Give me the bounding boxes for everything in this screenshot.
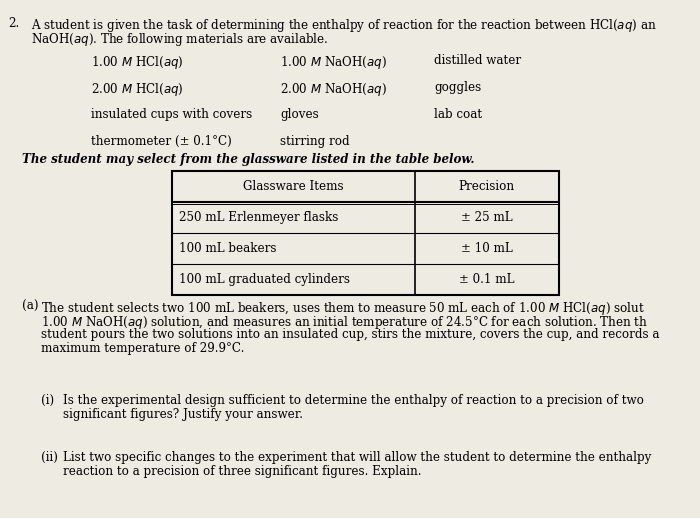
Text: (i): (i)	[41, 394, 54, 407]
Text: 1.00 $M$ HCl($aq$): 1.00 $M$ HCl($aq$)	[91, 54, 183, 71]
Text: 100 mL beakers: 100 mL beakers	[179, 242, 276, 255]
Text: Is the experimental design sufficient to determine the enthalpy of reaction to a: Is the experimental design sufficient to…	[63, 394, 644, 407]
Text: The student selects two 100 mL beakers, uses them to measure 50 mL each of 1.00 : The student selects two 100 mL beakers, …	[41, 300, 645, 318]
Text: NaOH($aq$). The following materials are available.: NaOH($aq$). The following materials are …	[31, 31, 328, 48]
Text: (a): (a)	[22, 300, 39, 313]
Text: 2.: 2.	[8, 17, 20, 30]
Text: 1.00 $M$ NaOH($aq$) solution, and measures an initial temperature of 24.5°C for : 1.00 $M$ NaOH($aq$) solution, and measur…	[41, 314, 648, 332]
Text: ± 25 mL: ± 25 mL	[461, 211, 512, 224]
Text: 100 mL graduated cylinders: 100 mL graduated cylinders	[179, 273, 350, 286]
Text: 2.00 $M$ NaOH($aq$): 2.00 $M$ NaOH($aq$)	[280, 81, 387, 98]
Text: (ii): (ii)	[41, 451, 57, 464]
Text: goggles: goggles	[434, 81, 482, 94]
Text: stirring rod: stirring rod	[280, 135, 349, 148]
Text: maximum temperature of 29.9°C.: maximum temperature of 29.9°C.	[41, 342, 244, 355]
Text: thermometer (± 0.1°C): thermometer (± 0.1°C)	[91, 135, 232, 148]
Text: Precision: Precision	[458, 180, 515, 193]
Text: 2.00 $M$ HCl($aq$): 2.00 $M$ HCl($aq$)	[91, 81, 183, 98]
Text: 1.00 $M$ NaOH($aq$): 1.00 $M$ NaOH($aq$)	[280, 54, 387, 71]
Text: Glassware Items: Glassware Items	[243, 180, 344, 193]
Text: distilled water: distilled water	[434, 54, 521, 67]
Text: reaction to a precision of three significant figures. Explain.: reaction to a precision of three signifi…	[63, 465, 421, 478]
Text: 250 mL Erlenmeyer flasks: 250 mL Erlenmeyer flasks	[179, 211, 339, 224]
Text: significant figures? Justify your answer.: significant figures? Justify your answer…	[63, 408, 303, 421]
Text: The student may select from the glassware listed in the table below.: The student may select from the glasswar…	[22, 153, 475, 166]
Text: ± 10 mL: ± 10 mL	[461, 242, 512, 255]
Text: A student is given the task of determining the enthalpy of reaction for the reac: A student is given the task of determini…	[31, 17, 657, 34]
Text: ± 0.1 mL: ± 0.1 mL	[459, 273, 514, 286]
Text: gloves: gloves	[280, 108, 318, 121]
Text: student pours the two solutions into an insulated cup, stirs the mixture, covers: student pours the two solutions into an …	[41, 328, 659, 341]
Text: lab coat: lab coat	[434, 108, 482, 121]
Text: List two specific changes to the experiment that will allow the student to deter: List two specific changes to the experim…	[63, 451, 652, 464]
Text: insulated cups with covers: insulated cups with covers	[91, 108, 252, 121]
